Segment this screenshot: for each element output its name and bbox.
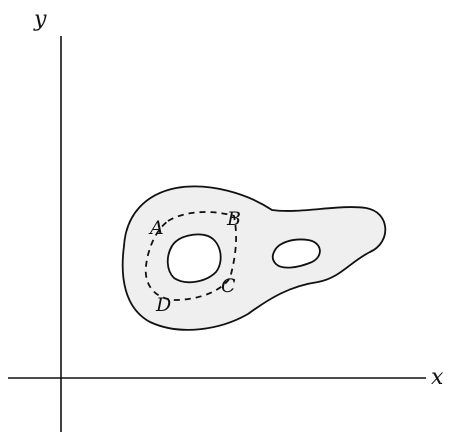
point-label-a: A xyxy=(148,217,164,239)
dashed-curve-abcd xyxy=(144,211,237,301)
left-hole xyxy=(166,233,222,284)
point-label-c: C xyxy=(221,275,236,297)
x-axis-label: x xyxy=(431,365,444,390)
point-label-b: B xyxy=(226,208,241,230)
right-hole xyxy=(271,238,321,269)
region-boundary xyxy=(121,185,387,331)
y-axis-label: y xyxy=(33,7,47,32)
point-label-d: D xyxy=(155,294,171,316)
